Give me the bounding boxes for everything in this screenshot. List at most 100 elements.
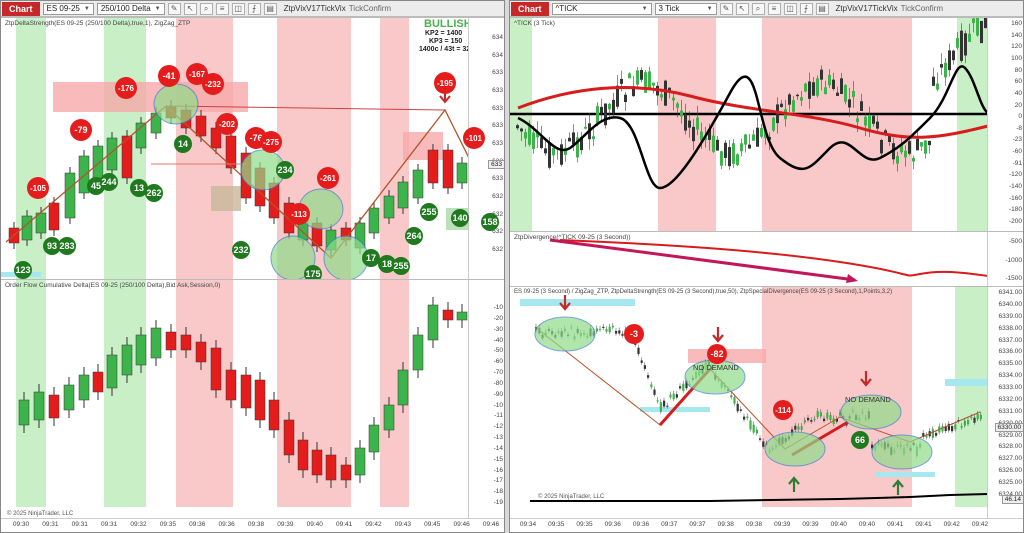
tick-body [824, 87, 827, 95]
left-price-axis[interactable]: 6346346336336336336336336336326326326326… [468, 18, 504, 279]
candle-body [456, 162, 468, 184]
right-time-axis[interactable]: 09:34 09:35 09:35 09:36 09:36 09:37 09:37 09:38… [510, 518, 1023, 532]
es-body [605, 329, 608, 332]
axis-tick-label: 632 [492, 210, 503, 218]
tick-body [736, 154, 739, 165]
positive-delta-badge: 158 [481, 213, 499, 231]
es-body [669, 394, 672, 398]
axis-tick-label: -16 [493, 466, 503, 474]
chevron-down-icon: ▼ [154, 5, 161, 12]
tick-body [580, 137, 583, 151]
tick-body [776, 104, 779, 124]
axis-tick-label: 6327.00 [998, 455, 1023, 463]
candle-body [283, 419, 295, 456]
tick-body [720, 151, 723, 166]
properties-icon[interactable]: ≡ [215, 2, 229, 15]
left-chart-tag[interactable]: Chart [2, 1, 40, 16]
divergence-plot [549, 238, 989, 283]
es-body [755, 429, 758, 434]
left-mode-text: TickConfirm [348, 4, 392, 13]
axis-tick-label: 20 [1014, 101, 1022, 109]
right-instrument-select[interactable]: ^TICK ▼ [551, 2, 652, 15]
tick-body [984, 18, 987, 29]
tick-body [560, 144, 563, 165]
candle-body [195, 115, 207, 137]
bullish-label: BULLISH [424, 18, 472, 30]
time-tick-label: 09:37 [689, 521, 706, 528]
zoom-icon[interactable]: ⌕ [199, 2, 213, 15]
left-toolbar: Chart ES 09-25 ▼ 250/100 Delta ▼ ✎ ↖ ⌕ ≡ ◫… [1, 1, 504, 17]
candle-body [78, 374, 90, 401]
axis-tick-label: 634 [492, 34, 503, 41]
indicator-icon[interactable]: ⨍ [247, 2, 261, 15]
es-body [608, 326, 611, 333]
axis-tick-label: -90 [493, 390, 503, 398]
es-body [746, 416, 749, 419]
candle-body [427, 149, 439, 184]
cursor-icon[interactable]: ↖ [735, 2, 749, 15]
candle-body [121, 344, 133, 376]
template-icon[interactable]: ▤ [815, 2, 829, 15]
es-body [615, 330, 618, 334]
axis-tick-label: 120 [1011, 43, 1022, 51]
es-body [973, 417, 976, 423]
axis-tick-label: -23 [1012, 136, 1022, 144]
left-interval-select[interactable]: 250/100 Delta ▼ [96, 2, 165, 15]
es-body [602, 326, 605, 329]
left-instrument-select[interactable]: ES 09-25 ▼ [42, 2, 94, 15]
strategy-icon[interactable]: ◫ [231, 2, 245, 15]
es-body [679, 386, 682, 389]
left-delta-axis[interactable]: -10 -20 -30 -40 -50 -60 -70 -80 -90 -10 -11 -12 -13 -… [468, 280, 504, 520]
es-body [816, 411, 819, 418]
es-body [759, 438, 762, 440]
template-icon[interactable]: ▤ [263, 2, 277, 15]
tick-body [860, 101, 863, 111]
es-price-axis[interactable]: 6341.00 6340.00 6339.00 6338.00 6337.00 6336.… [987, 287, 1023, 520]
right-chart-tag[interactable]: Chart [511, 1, 549, 16]
candle-body [254, 379, 266, 421]
bottom-indicator-line [530, 493, 989, 502]
level-bar [875, 472, 935, 477]
zoom-icon[interactable]: ⌕ [751, 2, 765, 15]
positive-delta-badge: 255 [392, 257, 410, 275]
left-delta-panel: Order Flow Cumulative Delta(ES 09-25 (25… [1, 279, 504, 520]
candle-body [165, 331, 177, 351]
tick-body [920, 142, 923, 147]
strategy-icon[interactable]: ◫ [783, 2, 797, 15]
divergence-ellipse [871, 434, 933, 470]
candle-body [456, 311, 468, 321]
positive-delta-badge: 123 [14, 261, 32, 279]
draw-tool-icon[interactable]: ✎ [167, 2, 181, 15]
tick-body [980, 21, 983, 44]
tick-body [896, 156, 899, 164]
tick-axis[interactable]: 160 140 120 100 80 60 40 20 0 -8 -23 -60 -91 -120 -140… [987, 18, 1023, 231]
time-tick-label: 09:36 [189, 521, 206, 528]
candle-body [397, 369, 409, 406]
negative-delta-badge: -176 [115, 77, 137, 99]
es-body [685, 380, 688, 389]
axis-tick-label: 160 [1011, 20, 1022, 27]
axis-tick-label: 633 [492, 122, 503, 130]
cursor-icon[interactable]: ↖ [183, 2, 197, 15]
indicator-icon[interactable]: ⨍ [799, 2, 813, 15]
candle-body [64, 172, 76, 219]
time-tick-label: 09:38 [717, 521, 734, 528]
tick-body [828, 74, 831, 86]
divergence-axis[interactable]: -500 -1000 -1500 [987, 232, 1023, 286]
positive-delta-badge: 262 [145, 184, 163, 202]
properties-icon[interactable]: ≡ [767, 2, 781, 15]
axis-tick-label: 80 [1014, 66, 1022, 74]
axis-tick-label: 632 [492, 228, 503, 236]
negative-delta-badge: -232 [202, 73, 224, 95]
axis-tick-label: -14 [493, 444, 503, 452]
right-interval-select[interactable]: 3 Tick ▼ [654, 2, 717, 15]
tick-body [664, 80, 667, 106]
tick-body [684, 114, 687, 131]
time-tick-label: 09:46 [482, 521, 500, 528]
right-mode-text: TickConfirm [900, 4, 943, 13]
tick-body [644, 72, 647, 93]
left-time-axis[interactable]: 09:30 09:31 09:31 09:31 09:32 09:35 09:36 09:36… [1, 518, 504, 532]
tick-body [536, 132, 539, 138]
draw-tool-icon[interactable]: ✎ [719, 2, 733, 15]
tick-body [680, 110, 683, 117]
